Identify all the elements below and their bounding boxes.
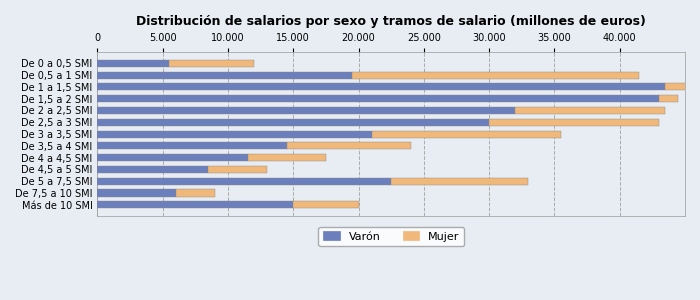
Bar [97, 154, 248, 161]
Legend: Varón, Mujer: Varón, Mujer [318, 227, 464, 246]
Bar [287, 142, 411, 149]
Bar [515, 107, 666, 114]
Bar [169, 60, 254, 67]
Bar [97, 95, 659, 102]
Bar [97, 72, 352, 79]
Bar [391, 178, 528, 185]
Bar [489, 119, 659, 126]
Bar [293, 201, 358, 208]
Bar [209, 166, 267, 173]
Bar [176, 189, 215, 197]
Bar [97, 107, 515, 114]
Bar [248, 154, 326, 161]
Bar [97, 60, 169, 67]
Bar [666, 83, 692, 90]
Bar [97, 166, 209, 173]
Bar [352, 72, 639, 79]
Bar [659, 95, 678, 102]
Bar [372, 130, 561, 138]
Bar [97, 83, 666, 90]
Bar [97, 119, 489, 126]
Title: Distribución de salarios por sexo y tramos de salario (millones de euros): Distribución de salarios por sexo y tram… [136, 15, 646, 28]
Bar [97, 142, 287, 149]
Bar [97, 178, 391, 185]
Bar [97, 130, 372, 138]
Bar [97, 201, 293, 208]
Bar [97, 189, 176, 197]
